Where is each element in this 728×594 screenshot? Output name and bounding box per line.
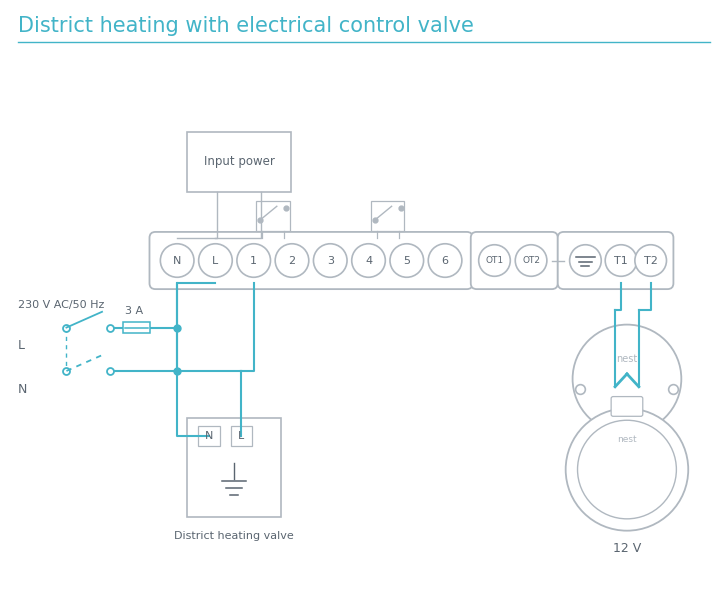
- Text: L: L: [18, 339, 25, 352]
- Text: 4: 4: [365, 255, 372, 266]
- Text: Input power: Input power: [204, 156, 274, 169]
- Circle shape: [314, 244, 347, 277]
- FancyBboxPatch shape: [231, 426, 253, 446]
- FancyBboxPatch shape: [471, 232, 558, 289]
- Circle shape: [160, 244, 194, 277]
- FancyBboxPatch shape: [198, 426, 220, 446]
- Circle shape: [428, 244, 462, 277]
- Text: OT2: OT2: [522, 256, 540, 265]
- FancyBboxPatch shape: [256, 201, 290, 231]
- Text: nest: nest: [617, 354, 638, 364]
- Circle shape: [577, 420, 676, 519]
- FancyBboxPatch shape: [149, 232, 472, 289]
- Circle shape: [635, 245, 667, 276]
- Circle shape: [569, 245, 601, 276]
- Circle shape: [352, 244, 385, 277]
- Text: 3 A: 3 A: [124, 306, 143, 316]
- Circle shape: [605, 245, 637, 276]
- Circle shape: [566, 409, 688, 530]
- Text: L: L: [213, 255, 218, 266]
- FancyBboxPatch shape: [187, 132, 291, 191]
- Text: nest: nest: [617, 435, 637, 444]
- Circle shape: [390, 244, 424, 277]
- FancyBboxPatch shape: [371, 201, 405, 231]
- Text: 2: 2: [288, 255, 296, 266]
- Text: 5: 5: [403, 255, 411, 266]
- Circle shape: [275, 244, 309, 277]
- Text: N: N: [18, 383, 28, 396]
- Text: N: N: [205, 431, 213, 441]
- Circle shape: [515, 245, 547, 276]
- Text: OT1: OT1: [486, 256, 504, 265]
- FancyBboxPatch shape: [611, 397, 643, 416]
- Circle shape: [237, 244, 271, 277]
- Circle shape: [573, 324, 681, 433]
- Text: T2: T2: [644, 255, 657, 266]
- Text: T1: T1: [614, 255, 628, 266]
- Text: District heating valve: District heating valve: [174, 530, 294, 541]
- Text: 1: 1: [250, 255, 257, 266]
- Text: 12 V: 12 V: [613, 542, 641, 555]
- Text: District heating with electrical control valve: District heating with electrical control…: [18, 16, 474, 36]
- Circle shape: [479, 245, 510, 276]
- FancyBboxPatch shape: [187, 418, 281, 517]
- Text: N: N: [173, 255, 181, 266]
- Circle shape: [199, 244, 232, 277]
- FancyBboxPatch shape: [558, 232, 673, 289]
- Text: 230 V AC/50 Hz: 230 V AC/50 Hz: [18, 300, 104, 310]
- Text: L: L: [238, 431, 245, 441]
- FancyBboxPatch shape: [123, 321, 151, 333]
- Text: 3: 3: [327, 255, 333, 266]
- Text: 6: 6: [442, 255, 448, 266]
